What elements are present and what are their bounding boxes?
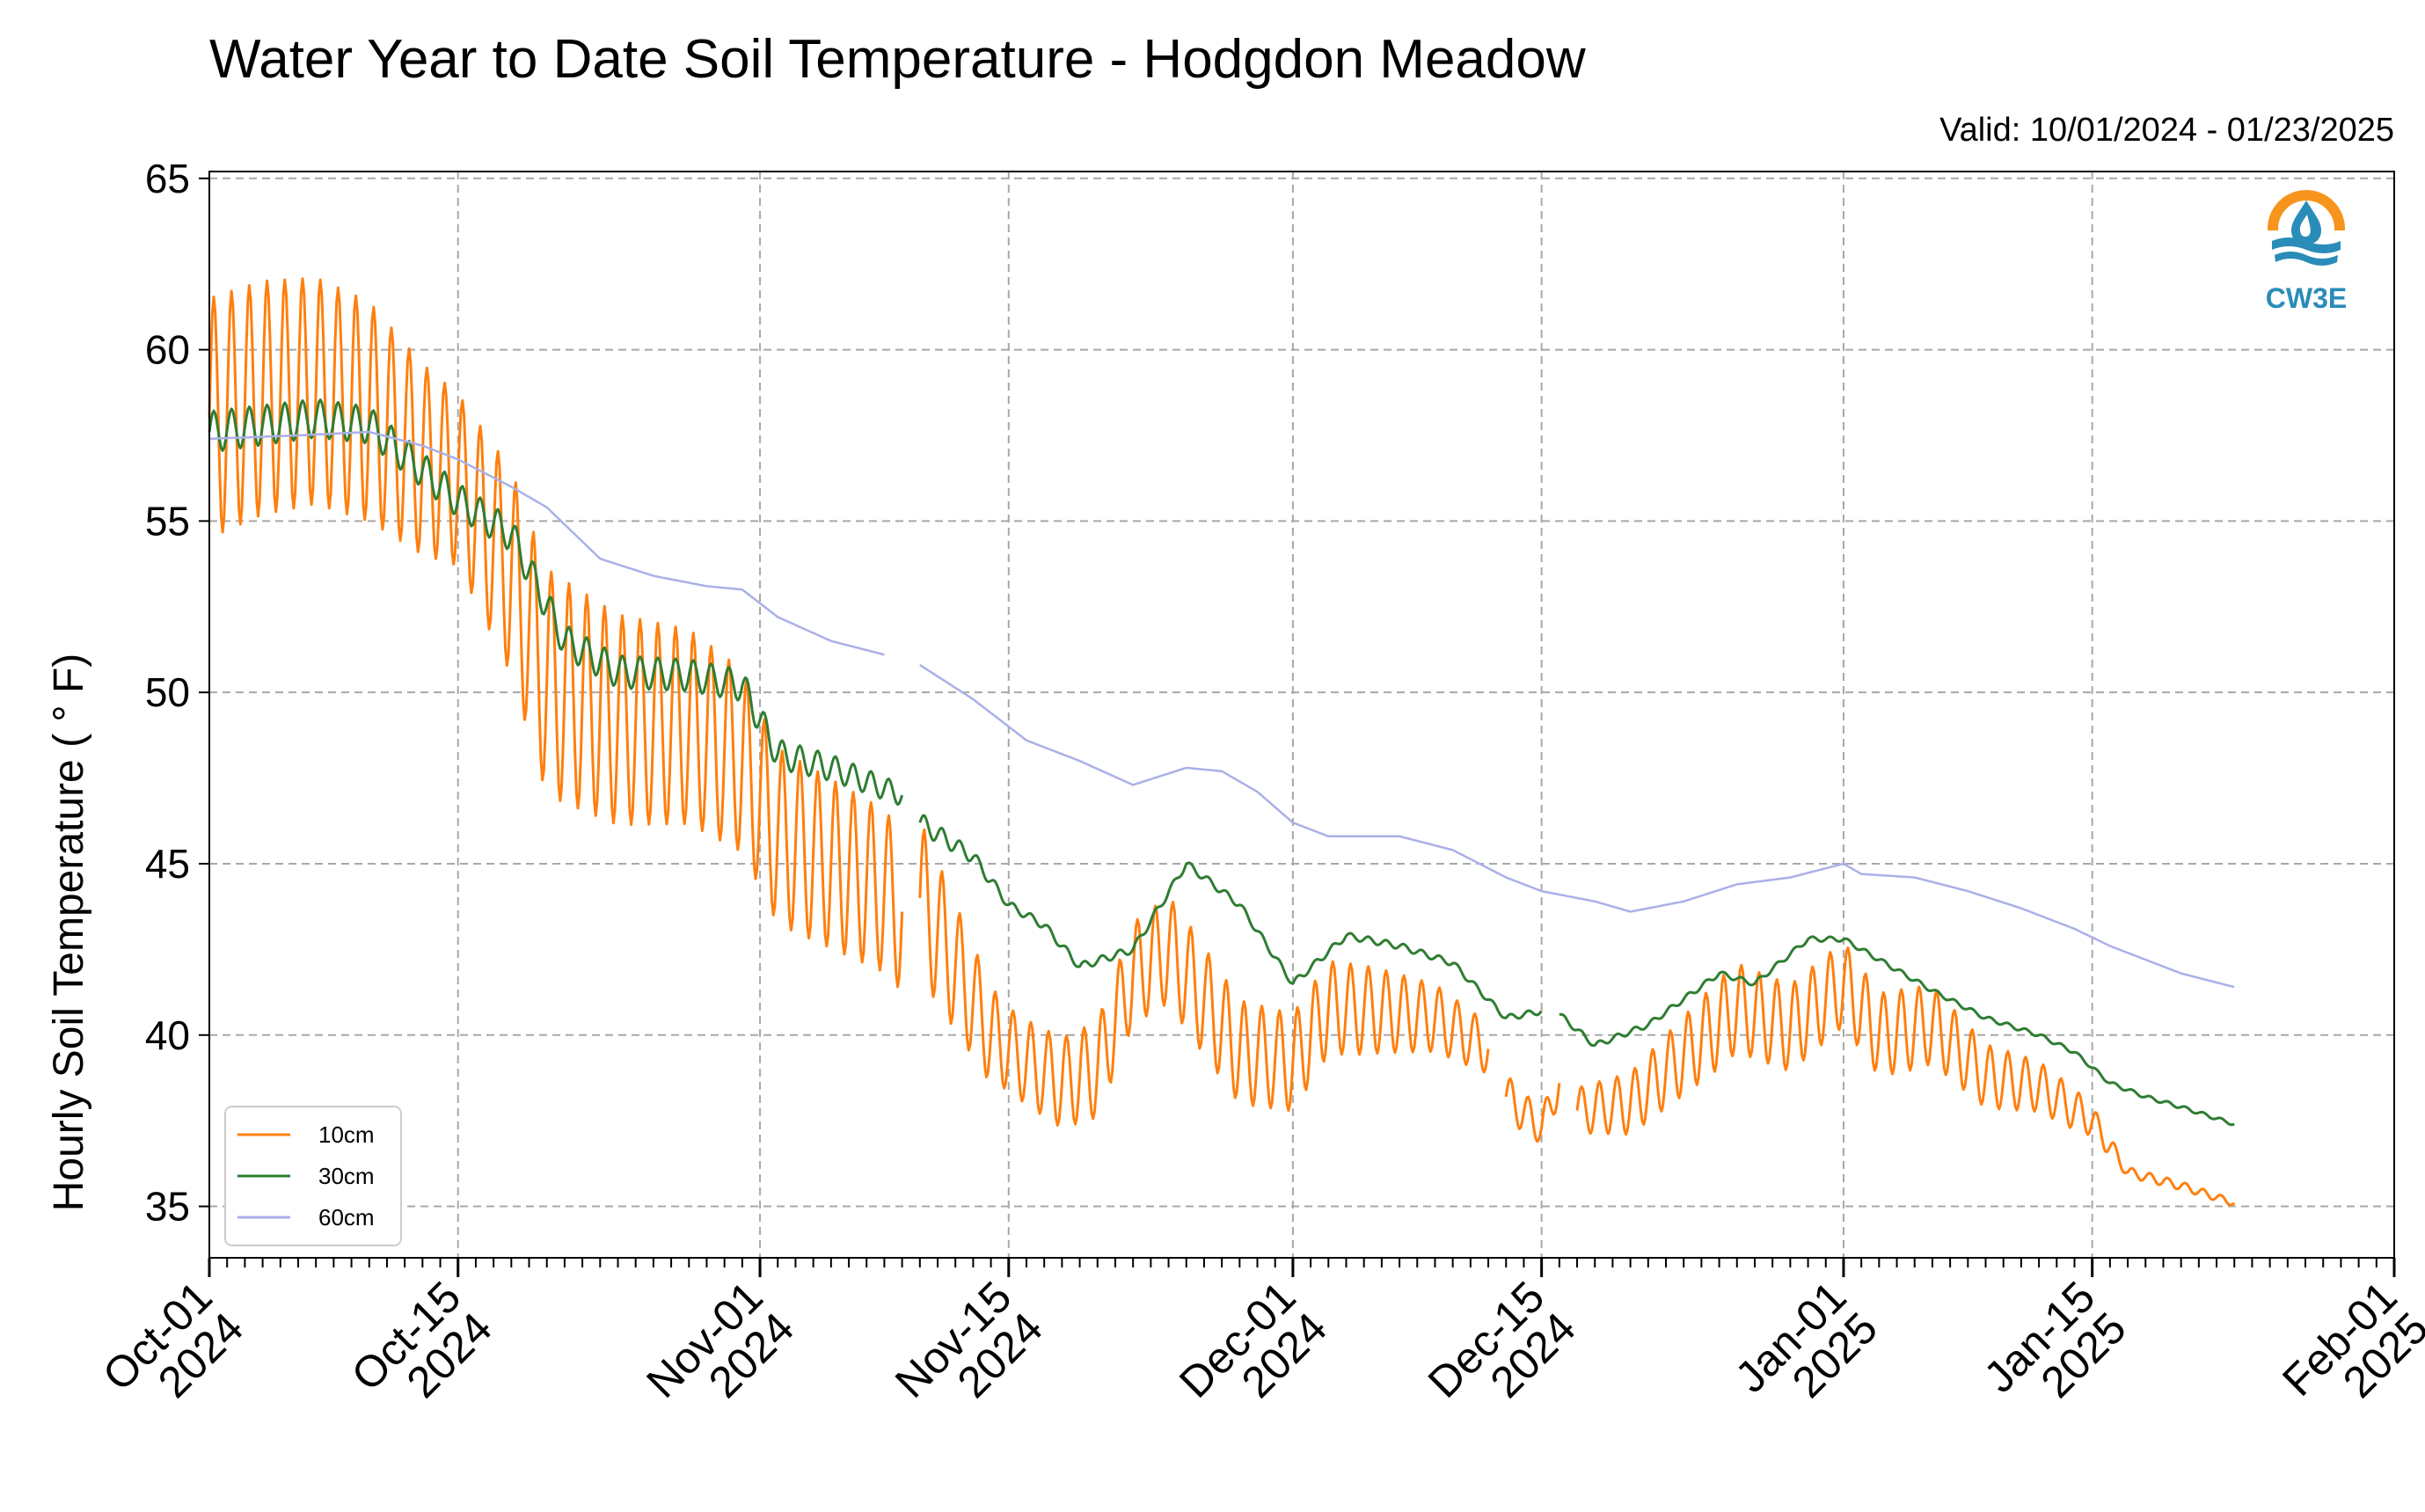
y-tick-label: 65: [145, 156, 190, 201]
legend-label: 60cm: [318, 1204, 375, 1231]
y-tick-label: 60: [145, 327, 190, 373]
legend-box: [224, 1106, 402, 1246]
chart-title: Water Year to Date Soil Temperature - Ho…: [209, 29, 1586, 90]
x-tick-label: Oct-012024: [93, 1272, 252, 1431]
legend-label: 10cm: [318, 1121, 375, 1148]
series-line-10cm: [208, 277, 2236, 1207]
x-tick-label: Dec-012024: [1170, 1272, 1336, 1438]
x-tick-label: Jan-012025: [1726, 1272, 1887, 1433]
logo-text: CW3E: [2266, 282, 2347, 314]
series-line-60cm: [208, 430, 2235, 989]
cw3e-logo: CW3E: [2266, 190, 2347, 314]
y-tick-label: 35: [145, 1184, 190, 1230]
y-axis-label: Hourly Soil Temperature ( ° F): [46, 654, 92, 1212]
chart-subtitle: Valid: 10/01/2024 - 01/23/2025: [1939, 112, 2394, 149]
data-series: [208, 277, 2236, 1207]
x-tick-label: Jan-152025: [1975, 1272, 2136, 1433]
legend-label: 30cm: [318, 1163, 375, 1189]
x-tick-label: Nov-152024: [886, 1272, 1052, 1438]
axes: 35 40 45 50 55 60 65 Oct-012024 Oct-152024 Nov-01…: [93, 156, 2425, 1438]
x-tick-label: Nov-012024: [637, 1272, 803, 1438]
x-tick-label: Oct-152024: [342, 1272, 501, 1431]
x-tick-label: Feb-012025: [2273, 1272, 2425, 1436]
water-drop-icon: [2266, 190, 2347, 269]
series-line-30cm: [208, 398, 2235, 1127]
y-tick-label: 45: [145, 841, 190, 887]
x-tick-label: Dec-152024: [1419, 1272, 1585, 1438]
y-tick-label: 40: [145, 1012, 190, 1058]
y-tick-label: 55: [145, 498, 190, 544]
plot-frame: [208, 171, 2395, 1259]
grid-lines: [208, 172, 2395, 1258]
legend: 10cm 30cm 60cm: [224, 1106, 402, 1246]
y-tick-label: 50: [145, 669, 190, 715]
